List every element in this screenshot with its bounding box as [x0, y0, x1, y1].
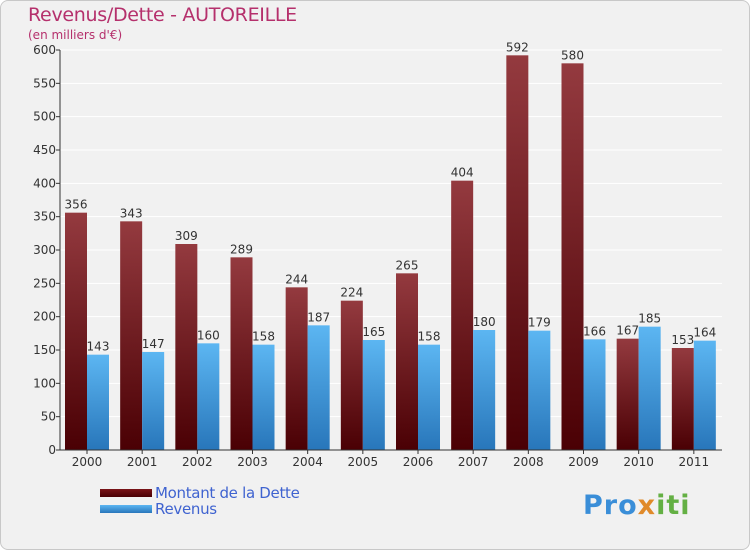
data-label-revenus: 160 — [197, 328, 220, 342]
bar-revenus — [362, 340, 385, 450]
bar-revenus — [87, 354, 109, 450]
logo-part-3: iti — [656, 490, 691, 521]
y-tick-label: 100 — [33, 376, 56, 390]
x-tick-label: 2000 — [72, 455, 103, 469]
data-label-dette: 224 — [340, 286, 363, 300]
legend-swatch-revenus — [100, 505, 152, 513]
data-label-revenus: 166 — [583, 324, 606, 338]
y-tick-label: 300 — [33, 243, 56, 257]
y-tick-label: 350 — [33, 210, 56, 224]
bar-dette — [671, 348, 694, 450]
x-tick-label: 2005 — [348, 455, 379, 469]
y-tick-label: 550 — [33, 76, 56, 90]
x-tick-label: 2010 — [623, 455, 654, 469]
bar-revenus — [197, 343, 220, 450]
legend-swatch-dette — [100, 489, 152, 497]
data-label-dette: 356 — [65, 198, 88, 212]
bar-dette — [120, 221, 143, 450]
chart-subtitle: (en milliers d'€) — [28, 28, 123, 42]
legend-label-dette: Montant de la Dette — [155, 484, 300, 502]
proxiti-logo: Proxiti — [583, 490, 691, 521]
x-tick-label: 2002 — [182, 455, 213, 469]
data-label-revenus: 158 — [418, 330, 441, 344]
data-label-dette: 167 — [616, 324, 639, 338]
y-tick-label: 50 — [41, 410, 56, 424]
data-label-dette: 289 — [230, 242, 253, 256]
x-tick-label: 2007 — [458, 455, 489, 469]
data-label-dette: 592 — [506, 40, 529, 54]
y-tick-label: 200 — [33, 310, 56, 324]
x-tick-label: 2008 — [513, 455, 544, 469]
data-label-revenus: 185 — [638, 312, 661, 326]
logo-part-2: x — [637, 490, 657, 521]
y-tick-label: 0 — [48, 443, 56, 457]
data-label-dette: 580 — [561, 48, 584, 62]
data-label-dette: 265 — [396, 258, 419, 272]
data-label-dette: 244 — [285, 272, 308, 286]
x-tick-label: 2011 — [679, 455, 710, 469]
bar-dette — [65, 212, 87, 450]
x-tick-label: 2004 — [292, 455, 323, 469]
bar-dette — [285, 287, 308, 450]
x-tick-label: 2006 — [403, 455, 434, 469]
data-label-revenus: 147 — [142, 337, 165, 351]
y-tick-label: 150 — [33, 343, 56, 357]
data-label-revenus: 179 — [528, 316, 551, 330]
bar-dette — [506, 55, 529, 450]
data-label-dette: 309 — [175, 229, 198, 243]
bar-revenus — [693, 340, 716, 450]
legend-label-revenus: Revenus — [155, 500, 217, 518]
data-label-revenus: 164 — [693, 326, 716, 340]
data-label-revenus: 143 — [87, 340, 110, 354]
bar-dette — [340, 300, 363, 450]
x-tick-label: 2009 — [568, 455, 599, 469]
data-label-revenus: 158 — [252, 330, 275, 344]
bar-dette — [451, 180, 474, 450]
bar-dette — [396, 273, 418, 450]
bar-revenus — [473, 330, 496, 450]
x-tick-label: 2001 — [127, 455, 158, 469]
bar-revenus — [638, 326, 661, 450]
data-label-revenus: 187 — [307, 310, 330, 324]
logo-part-1: Pro — [583, 490, 638, 521]
bar-revenus — [583, 339, 606, 450]
chart-title: Revenus/Dette - AUTOREILLE — [28, 4, 297, 26]
data-label-dette: 404 — [451, 166, 474, 180]
data-label-revenus: 165 — [362, 325, 385, 339]
bar-revenus — [418, 344, 440, 450]
bar-dette — [561, 63, 584, 450]
y-tick-label: 450 — [33, 143, 56, 157]
y-tick-label: 400 — [33, 176, 56, 190]
bar-revenus — [252, 344, 275, 450]
data-label-dette: 153 — [671, 333, 694, 347]
bar-revenus — [307, 325, 330, 450]
data-label-dette: 343 — [120, 206, 143, 220]
bar-revenus — [142, 352, 165, 450]
y-tick-label: 250 — [33, 276, 56, 290]
bar-dette — [616, 338, 639, 450]
bar-revenus — [528, 330, 551, 450]
y-tick-label: 600 — [33, 43, 56, 57]
bar-dette — [175, 244, 198, 450]
data-label-revenus: 180 — [473, 315, 496, 329]
x-tick-label: 2003 — [237, 455, 268, 469]
bar-dette — [230, 257, 253, 450]
y-tick-label: 500 — [33, 110, 56, 124]
